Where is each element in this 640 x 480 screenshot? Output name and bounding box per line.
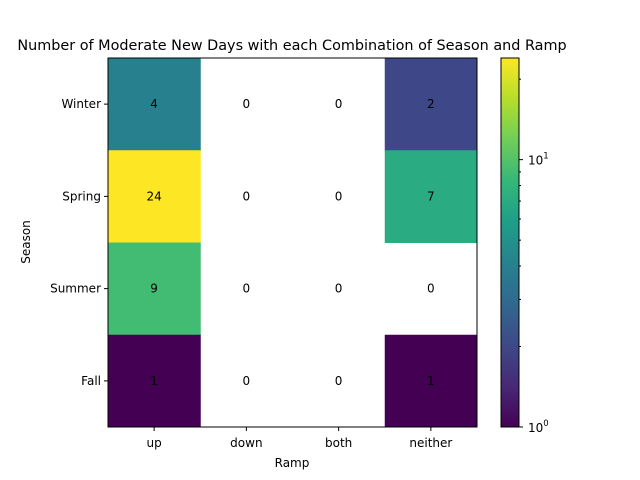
cell-value-label: 0 xyxy=(335,97,343,111)
cell-value-label: 2 xyxy=(427,97,435,111)
y-tick-label: Fall xyxy=(81,374,101,388)
cell-value-label: 7 xyxy=(427,189,435,203)
heatmap-cells: 4 0 0 2 24 0 0 7 9 0 0 0 1 0 0 1 xyxy=(108,58,478,428)
heatmap-cell xyxy=(384,334,478,428)
cell-value-label: 9 xyxy=(150,282,158,296)
y-tick-label: Winter xyxy=(61,97,101,111)
y-tick-label: Summer xyxy=(50,282,101,296)
plot-frame xyxy=(107,57,478,428)
cell-value-label: 0 xyxy=(335,189,343,203)
heatmap-cell xyxy=(384,58,478,151)
colorbar: 100 101 xyxy=(500,57,549,435)
colorbar-frame xyxy=(500,57,520,428)
colorbar-gradient xyxy=(501,58,519,427)
y-axis-label: Season xyxy=(19,220,33,264)
colorbar-ticks: 100 101 xyxy=(519,78,549,435)
cell-value-label: 4 xyxy=(150,97,158,111)
cell-value-label: 0 xyxy=(243,374,251,388)
cell-value-label: 0 xyxy=(335,374,343,388)
x-axis-label: Ramp xyxy=(275,456,310,470)
cell-value-label: 0 xyxy=(427,282,435,296)
cell-value-label: 0 xyxy=(243,97,251,111)
y-tick-label: Spring xyxy=(62,189,101,203)
x-tick-label: neither xyxy=(409,436,452,450)
cell-value-label: 1 xyxy=(150,374,158,388)
cell-value-label: 24 xyxy=(146,189,161,203)
heatmap-cell xyxy=(108,150,201,243)
y-axis-ticks: Winter Spring Summer Fall xyxy=(50,97,108,388)
heatmap-cell xyxy=(108,242,201,336)
x-tick-label: both xyxy=(325,436,352,450)
cell-value-label: 0 xyxy=(335,282,343,296)
x-axis-ticks: up down both neither xyxy=(147,427,452,450)
colorbar-tick-label: 101 xyxy=(528,152,549,168)
chart-title: Number of Moderate New Days with each Co… xyxy=(17,38,566,54)
cell-value-label: 0 xyxy=(243,282,251,296)
cell-value-label: 0 xyxy=(243,189,251,203)
colorbar-tick-label: 100 xyxy=(528,419,549,435)
x-tick-label: down xyxy=(230,436,262,450)
cell-value-label: 1 xyxy=(427,374,435,388)
heatmap-cell xyxy=(108,334,201,428)
heatmap-cell xyxy=(384,150,478,243)
x-tick-label: up xyxy=(147,436,162,450)
heatmap-cell xyxy=(108,58,201,151)
